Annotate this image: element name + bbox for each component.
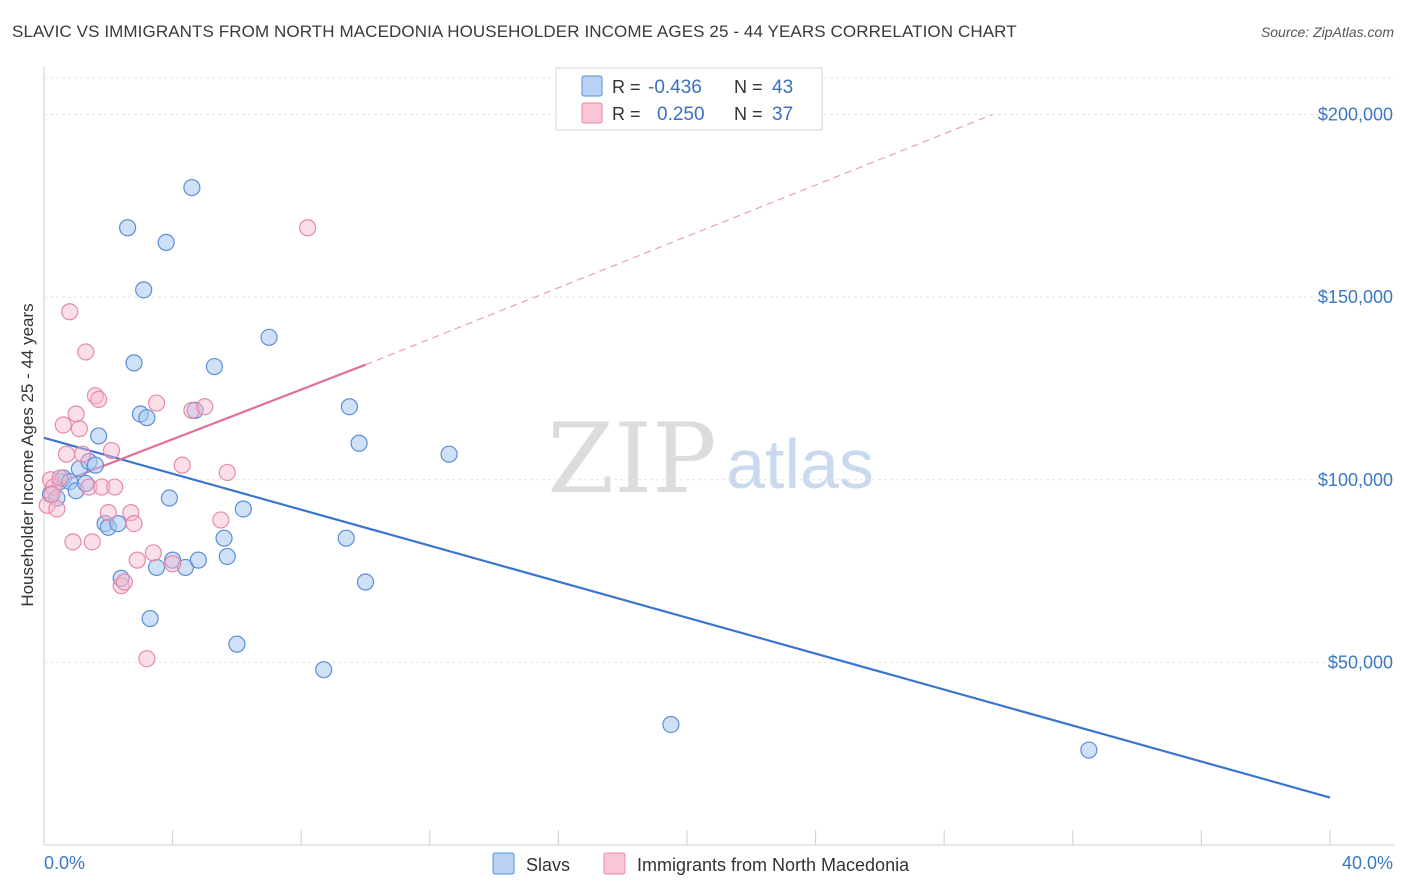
point-slavs-35: [315, 661, 333, 679]
watermark-zip: ZIP: [547, 403, 716, 515]
point-macedonia-35: [299, 219, 317, 237]
legend-swatch-macedonia: [581, 102, 603, 124]
point-slavs-15: [118, 219, 137, 237]
point-slavs-37: [340, 398, 359, 416]
gridlines: [44, 77, 1395, 663]
point-slavs-26: [183, 178, 201, 197]
point-slavs-32: [228, 635, 246, 653]
bottom-legend-label-slavs: Slavs: [526, 855, 570, 875]
legend-r-label-1: R =: [612, 77, 641, 97]
x-tick-label-max: 40.0%: [1342, 853, 1393, 873]
point-macedonia-16: [90, 390, 108, 409]
y-tick-labels: $200,000 $150,000 $100,000 $50,000: [1318, 105, 1393, 673]
point-macedonia-11: [73, 445, 92, 463]
point-macedonia-8: [64, 533, 82, 551]
legend-r-value-1: -0.436: [648, 77, 702, 98]
bottom-legend-swatch-slavs: [492, 852, 515, 875]
point-slavs-19: [138, 409, 156, 427]
point-macedonia-22: [115, 573, 133, 591]
point-slavs-21: [147, 558, 166, 577]
legend-n-value-1: 43: [772, 77, 793, 98]
point-slavs-39: [356, 573, 375, 591]
x-tick-labels: 0.0% 40.0%: [44, 853, 1393, 873]
source-credit: Source: ZipAtlas.com: [1260, 24, 1394, 40]
point-slavs-42: [1080, 741, 1098, 759]
series-legend: Slavs Immigrants from North Macedonia: [492, 852, 910, 875]
point-macedonia-3: [48, 500, 66, 518]
legend-r-value-2: 0.250: [657, 104, 705, 125]
point-macedonia-10: [70, 420, 88, 438]
point-macedonia-25: [128, 551, 146, 569]
legend-n-label-1: N =: [734, 77, 763, 97]
point-slavs-40: [440, 445, 458, 463]
point-slavs-18: [135, 281, 153, 299]
point-slavs-36: [337, 529, 355, 547]
bottom-legend-label-macedonia: Immigrants from North Macedonia: [637, 855, 910, 875]
x-tick-label-min: 0.0%: [44, 853, 85, 873]
point-slavs-31: [218, 547, 236, 566]
point-macedonia-29: [164, 555, 182, 573]
point-slavs-16: [125, 354, 143, 372]
point-macedonia-26: [138, 650, 156, 668]
point-macedonia-19: [102, 441, 121, 460]
legend-swatch-slavs: [581, 75, 603, 97]
point-macedonia-12: [77, 343, 95, 361]
point-macedonia-6: [57, 445, 76, 463]
point-macedonia-17: [93, 478, 111, 496]
point-macedonia-5: [54, 416, 72, 434]
point-macedonia-18: [99, 504, 117, 522]
chart-title: SLAVIC VS IMMIGRANTS FROM NORTH MACEDONI…: [12, 22, 1017, 41]
point-slavs-24: [164, 551, 182, 569]
y-tick-label-0: $200,000: [1318, 105, 1393, 125]
trend-line-macedonia-extension: [365, 113, 993, 366]
point-macedonia-14: [83, 533, 101, 551]
bottom-legend-swatch-macedonia: [603, 852, 626, 875]
point-slavs-41: [662, 715, 680, 734]
point-macedonia-28: [147, 394, 166, 412]
point-macedonia-32: [196, 398, 214, 416]
watermark: ZIP atlas: [547, 403, 874, 515]
point-slavs-34: [260, 328, 278, 346]
point-slavs-22: [157, 233, 175, 251]
y-tick-label-3: $50,000: [1328, 652, 1393, 672]
point-slavs-20: [141, 609, 159, 628]
trend-line-slavs: [43, 436, 1331, 799]
point-macedonia-24: [125, 514, 143, 533]
point-macedonia-33: [212, 511, 230, 529]
point-macedonia-9: [67, 405, 85, 423]
axes: [43, 66, 1395, 846]
point-slavs-23: [160, 489, 178, 507]
y-axis-title: Householder Income Ages 25 - 44 years: [18, 303, 37, 606]
y-tick-label-1: $150,000: [1318, 287, 1393, 307]
point-slavs-25: [176, 558, 195, 577]
point-macedonia-13: [80, 478, 98, 496]
point-macedonia-23: [122, 504, 140, 522]
y-tick-label-2: $100,000: [1318, 470, 1393, 490]
watermark-atlas: atlas: [726, 425, 874, 503]
point-slavs-9: [86, 456, 105, 474]
point-macedonia-30: [173, 456, 191, 474]
legend-n-label-2: N =: [734, 104, 763, 124]
point-macedonia-0: [38, 496, 56, 514]
point-macedonia-36: [43, 485, 61, 503]
point-slavs-30: [215, 529, 233, 547]
point-macedonia-27: [144, 544, 162, 562]
point-macedonia-4: [51, 469, 69, 487]
legend-r-label-2: R =: [612, 104, 641, 124]
stats-legend: R = -0.436 N = 43 R = 0.250 N = 37: [555, 67, 823, 131]
legend-n-value-2: 37: [772, 104, 793, 125]
point-slavs-33: [234, 500, 252, 518]
point-macedonia-34: [218, 463, 236, 482]
point-slavs-28: [189, 551, 207, 569]
point-macedonia-31: [183, 401, 201, 419]
point-macedonia-7: [61, 303, 79, 321]
point-macedonia-20: [106, 478, 124, 496]
point-slavs-38: [350, 434, 368, 452]
point-slavs-10: [90, 427, 108, 445]
data-points: [38, 178, 1098, 759]
point-slavs-29: [205, 357, 223, 376]
